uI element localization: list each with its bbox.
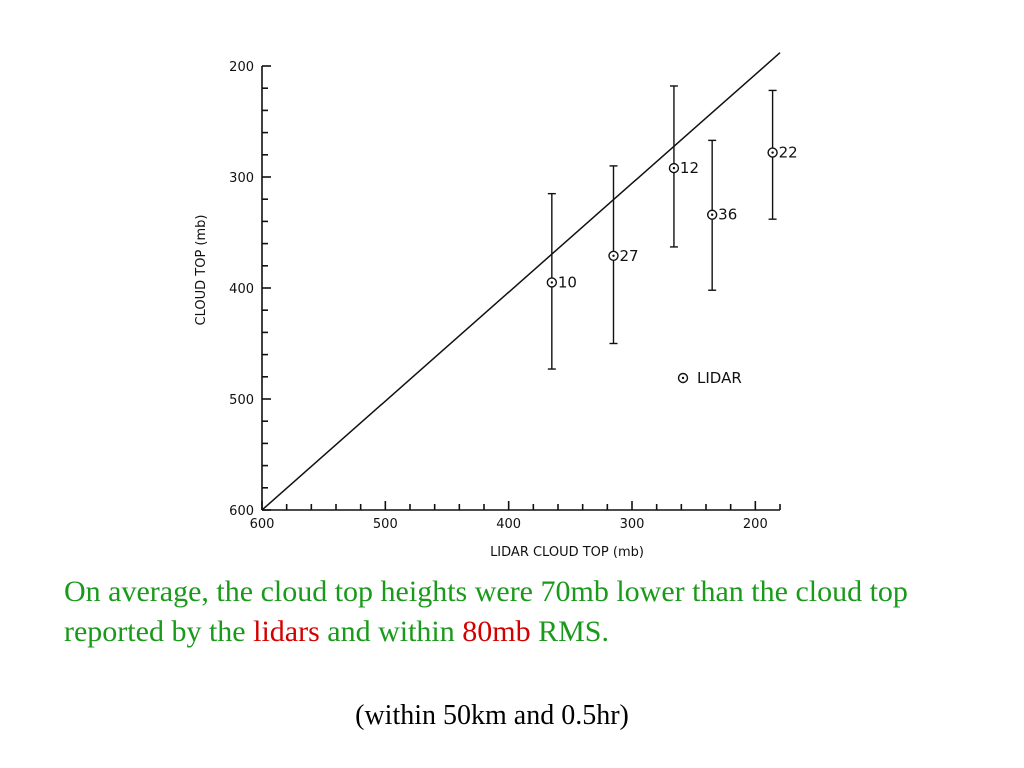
summary-caption: On average, the cloud top heights were 7… bbox=[64, 572, 984, 652]
data-point-36: 36 bbox=[706, 139, 737, 291]
reference-line bbox=[261, 52, 781, 511]
x-tick-label: 200 bbox=[743, 517, 768, 532]
y-tick-label: 600 bbox=[229, 504, 254, 519]
caption-part-2: and within bbox=[319, 615, 463, 648]
data-point-12: 12 bbox=[668, 85, 699, 248]
point-label: 27 bbox=[620, 247, 639, 265]
point-label: 12 bbox=[680, 159, 699, 177]
legend-label: LIDAR bbox=[697, 369, 742, 387]
data-point-22: 22 bbox=[767, 89, 798, 220]
point-marker-dot bbox=[612, 254, 615, 258]
point-label: 22 bbox=[779, 144, 798, 162]
cloud-top-chart: 600 500 400 300 200 200 300 400 500 600 10 27 12 36 2… bbox=[194, 52, 798, 560]
y-axis-title: CLOUD TOP (mb) bbox=[194, 215, 209, 326]
point-label: 36 bbox=[718, 206, 737, 224]
x-tick-label: 300 bbox=[620, 517, 645, 532]
point-marker-dot bbox=[771, 151, 774, 154]
caption-highlight-lidars: lidars bbox=[253, 615, 320, 648]
footnote-text: (within 50km and 0.5hr) bbox=[355, 700, 629, 731]
y-tick-label: 300 bbox=[229, 171, 254, 186]
point-marker-dot bbox=[710, 213, 714, 216]
x-tick-label: 400 bbox=[496, 517, 521, 532]
data-point-27: 27 bbox=[608, 165, 639, 345]
data-point-10: 10 bbox=[546, 192, 577, 370]
caption-highlight-80mb: 80mb bbox=[462, 615, 531, 648]
point-marker-dot bbox=[672, 166, 676, 170]
axes: 600 500 400 300 200 200 300 400 500 600 bbox=[229, 60, 781, 532]
caption-part-3: RMS. bbox=[530, 615, 609, 648]
footnote: (within 50km and 0.5hr) bbox=[0, 700, 1024, 732]
legend: LIDAR bbox=[677, 369, 742, 387]
x-tick-label: 500 bbox=[373, 517, 398, 532]
x-axis-title: LIDAR CLOUD TOP (mb) bbox=[490, 545, 644, 560]
point-label: 10 bbox=[558, 273, 577, 291]
x-tick-label: 600 bbox=[250, 517, 275, 532]
data-points: 10 27 12 36 22 bbox=[546, 85, 798, 370]
caption-part-1: On average, the cloud top heights were 7… bbox=[64, 575, 908, 648]
legend-marker-dot bbox=[681, 376, 685, 380]
y-tick-label: 400 bbox=[229, 282, 254, 297]
point-marker-dot bbox=[550, 281, 554, 284]
y-tick-label: 500 bbox=[229, 393, 254, 408]
y-tick-label: 200 bbox=[229, 60, 254, 75]
one-to-one-line bbox=[261, 52, 781, 511]
